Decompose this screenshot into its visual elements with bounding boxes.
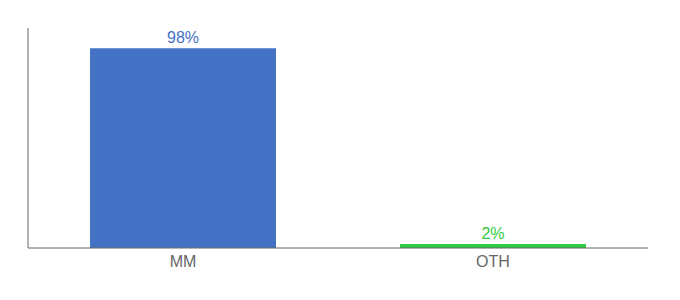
svg-text:98%: 98% — [167, 29, 199, 46]
svg-text:OTH: OTH — [476, 253, 510, 270]
svg-text:MM: MM — [170, 253, 197, 270]
svg-text:2%: 2% — [481, 225, 504, 242]
